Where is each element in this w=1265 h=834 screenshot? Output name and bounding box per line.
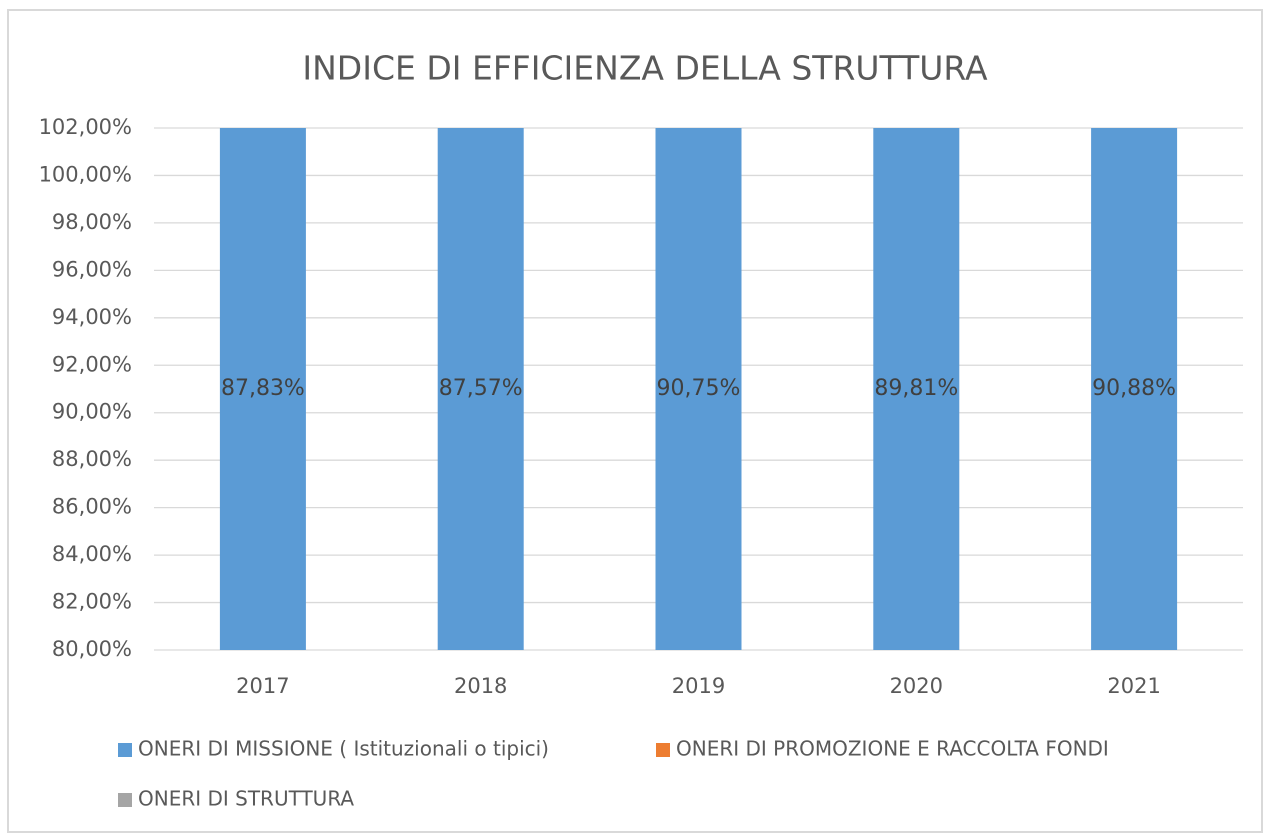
data-label: 90,75% [657, 376, 741, 401]
y-tick-label: 92,00% [52, 352, 132, 376]
data-label: 87,57% [439, 376, 523, 401]
x-tick-label: 2020 [890, 674, 943, 698]
legend-swatch [118, 743, 132, 757]
x-tick-label: 2021 [1107, 674, 1160, 698]
y-tick-label: 88,00% [52, 447, 132, 471]
data-label: 87,83% [221, 376, 305, 401]
y-tick-label: 80,00% [52, 637, 132, 661]
y-tick-label: 100,00% [39, 162, 132, 186]
legend-label: ONERI DI PROMOZIONE E RACCOLTA FONDI [676, 737, 1109, 761]
bar-segment [655, 128, 742, 650]
y-tick-label: 84,00% [52, 542, 132, 566]
bar-segment [437, 128, 524, 650]
bar-segment [219, 128, 306, 650]
data-label: 89,81% [874, 376, 958, 401]
legend-swatch [118, 793, 132, 807]
y-tick-label: 102,00% [39, 115, 132, 139]
y-tick-label: 90,00% [52, 400, 132, 424]
chart-frame [7, 9, 1263, 833]
y-tick-label: 98,00% [52, 210, 132, 234]
legend-label: ONERI DI MISSIONE ( Istituzionali o tipi… [138, 737, 549, 761]
legend-label: ONERI DI STRUTTURA [138, 787, 354, 811]
chart-title: INDICE DI EFFICIENZA DELLA STRUTTURA [302, 49, 988, 88]
legend-swatch [656, 743, 670, 757]
y-tick-label: 82,00% [52, 590, 132, 614]
x-tick-label: 2019 [672, 674, 725, 698]
x-tick-label: 2018 [454, 674, 507, 698]
y-tick-label: 86,00% [52, 495, 132, 519]
bar-segment [1091, 128, 1178, 650]
data-label: 90,88% [1092, 376, 1176, 401]
bar-segment [873, 128, 960, 650]
y-tick-label: 94,00% [52, 305, 132, 329]
y-tick-label: 96,00% [52, 257, 132, 281]
x-tick-label: 2017 [236, 674, 289, 698]
